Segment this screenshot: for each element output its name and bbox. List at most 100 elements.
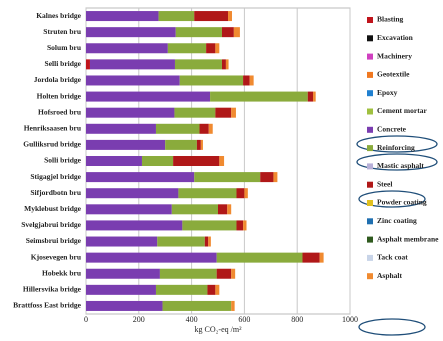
legend-highlights xyxy=(356,135,438,336)
legend-swatch xyxy=(367,53,373,60)
legend-swatch xyxy=(367,181,373,188)
highlight xyxy=(358,318,426,336)
bar-segment xyxy=(86,75,180,86)
bar-segment xyxy=(218,204,228,215)
bar-segment xyxy=(86,139,166,150)
bar-segment xyxy=(260,172,274,183)
bar-segment xyxy=(273,172,278,183)
bar-segment xyxy=(167,43,207,54)
bar-segment xyxy=(86,268,160,279)
bar-segment xyxy=(86,91,211,102)
legend-label: Zinc coating xyxy=(377,216,417,225)
x-axis-label: kg CO₂-eq /m² xyxy=(195,325,243,334)
legend-label: Steel xyxy=(377,179,392,188)
legend-label: Geotextile xyxy=(377,70,410,79)
bar-segment xyxy=(141,156,174,166)
y-tick-label: Brattfoss East bridge xyxy=(13,301,82,310)
bar-segment xyxy=(174,107,216,118)
legend-swatch xyxy=(367,254,373,261)
bar-segment xyxy=(319,252,324,263)
bar-segment xyxy=(208,236,211,247)
y-tick-label: Kalnes bridge xyxy=(36,11,81,20)
y-tick-label: Solli bridge xyxy=(44,156,82,165)
legend-label: Asphalt membrane xyxy=(377,234,439,243)
legend-swatch xyxy=(367,90,373,97)
bar-segment xyxy=(86,27,176,38)
legend-label: Epoxy xyxy=(377,88,398,97)
bar-segment xyxy=(86,172,195,183)
y-tick-label: Seimsbrui bridge xyxy=(26,236,82,245)
y-tick-label: Gulliksrud bridge xyxy=(23,140,81,149)
bar-segment xyxy=(216,268,232,279)
y-tick-label: Myklebust bridge xyxy=(24,204,82,213)
bar-segment xyxy=(86,284,156,295)
bar-segment xyxy=(86,220,183,231)
legend-swatch xyxy=(367,200,373,206)
legend-label: Powder coating xyxy=(377,198,427,207)
legend-swatch xyxy=(367,35,373,42)
legend-swatch xyxy=(367,126,373,133)
y-tick-label: Holten bridge xyxy=(37,91,82,100)
legend-label: Mastic asphalt xyxy=(377,161,424,170)
legend-swatch xyxy=(367,163,373,170)
y-tick-label: Selli bridge xyxy=(45,59,82,68)
bar-segment xyxy=(178,188,237,199)
bar-segment xyxy=(86,204,172,215)
legend-swatch xyxy=(367,236,373,243)
bar-segment xyxy=(225,59,229,70)
legend-label: Asphalt xyxy=(377,271,403,280)
legend-label: Reinforcing xyxy=(377,143,415,152)
bar-segment xyxy=(157,236,205,247)
bar-segment xyxy=(182,220,237,231)
x-tick-label: 800 xyxy=(291,315,303,324)
bar-segment xyxy=(219,156,225,166)
bar-segment xyxy=(231,300,235,311)
bar-segment xyxy=(159,268,217,279)
bar-segment xyxy=(179,75,244,86)
legend-label: Excavation xyxy=(377,33,414,42)
bar-segment xyxy=(173,156,220,166)
bar-segment xyxy=(165,139,197,150)
bar-segment xyxy=(171,204,218,215)
y-tick-label: Sifjordbotn bru xyxy=(30,188,81,197)
legend-swatch xyxy=(367,108,373,115)
y-tick-label: Hofsroed bru xyxy=(38,107,81,116)
x-tick-label: 200 xyxy=(133,315,145,324)
bar-segment xyxy=(158,11,195,22)
bar-segment xyxy=(233,27,240,38)
bar-segment xyxy=(86,59,90,70)
bar-segment xyxy=(86,107,175,118)
bar-segment xyxy=(243,75,250,86)
bar-segment xyxy=(194,11,229,22)
y-tick-label: Jordola bridge xyxy=(34,75,82,84)
bar-segment xyxy=(206,43,216,54)
bar-segment xyxy=(162,300,232,311)
bar-segment xyxy=(86,11,159,22)
bar-segment xyxy=(215,107,232,118)
bar-segment xyxy=(215,43,220,54)
x-tick-label: 400 xyxy=(186,315,198,324)
bar-segment xyxy=(194,172,261,183)
bar-segment xyxy=(216,252,303,263)
bar-segment xyxy=(231,268,236,279)
bar-segment xyxy=(307,91,314,102)
bar-segment xyxy=(221,27,234,38)
x-tick-label: 0 xyxy=(84,315,88,324)
legend-label: Blasting xyxy=(377,15,404,24)
legend-swatch xyxy=(367,218,373,225)
bar-segment xyxy=(215,284,220,295)
bar-segment xyxy=(207,284,216,295)
bar-segment xyxy=(227,204,232,215)
bar-segment xyxy=(204,236,209,247)
y-tick-label: Struten bru xyxy=(43,27,81,36)
x-tick-label: 1000 xyxy=(342,315,358,324)
bar-segment xyxy=(243,220,247,231)
y-tick-label: Henriksaasen bru xyxy=(24,124,81,133)
legend-swatch xyxy=(367,17,373,23)
bar-segment xyxy=(228,11,232,22)
bar-segment xyxy=(231,107,236,118)
bar-segment xyxy=(249,75,254,86)
bar-segment xyxy=(155,284,208,295)
bar-segment xyxy=(221,59,226,70)
bar-segment xyxy=(236,188,245,199)
